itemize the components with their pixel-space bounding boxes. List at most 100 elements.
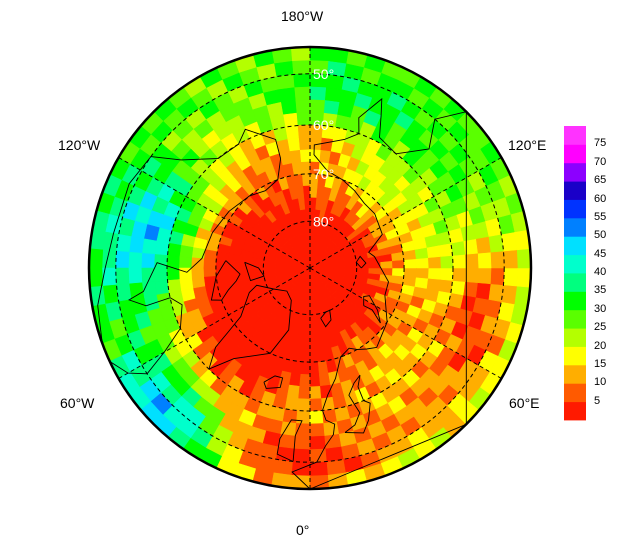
data-cell [203,258,217,269]
data-cell [309,197,317,211]
data-cell [490,267,505,286]
data-cell [289,372,302,387]
data-cell [102,249,117,269]
data-cell [309,397,323,412]
data-cell [293,86,311,101]
data-field [89,47,531,489]
colorbar-tick-label: 10 [594,376,607,389]
data-cell [426,278,441,291]
colorbar-tick-label: 70 [594,155,607,168]
data-cell [128,251,143,269]
data-cell [391,267,405,277]
data-cell [356,267,369,274]
colorbar-tick-label: 20 [594,339,607,352]
colorbar-segment [564,126,586,145]
data-cell [415,267,429,279]
colorbar-tick-label: 45 [594,247,607,260]
data-cell [299,149,311,163]
data-cell [477,267,492,285]
data-cell [290,47,311,62]
data-cell [304,314,311,327]
data-cell [299,373,311,387]
coastline-path [344,374,371,434]
colorbar-tick-label: 65 [594,174,607,187]
longitude-label-120w: 120°W [58,137,101,153]
data-cell [516,267,531,288]
meridian-line [309,267,502,379]
colorbar-segment [564,254,586,274]
data-cell [450,240,466,256]
colorbar-segment [564,328,586,347]
coastline-path [244,261,265,282]
data-cell [450,280,466,296]
data-cell [129,282,145,300]
data-cell [309,385,322,399]
data-cell [427,256,441,269]
colorbar-segment [564,199,586,219]
colorbar-tick-label: 15 [594,357,607,370]
colorbar-segment [564,181,586,200]
data-cell [490,250,505,269]
data-cell [462,238,478,255]
data-cell [179,245,194,258]
data-cell [324,87,342,103]
colorbar-segment [564,144,586,164]
data-cell [309,99,325,114]
colorbar-tick-label: 25 [594,321,607,334]
data-cell [179,256,193,269]
longitude-label-120e: 120°E [508,137,547,153]
data-cell [298,385,311,399]
data-cell [154,280,170,296]
coastline-path [363,295,381,324]
colorbar-segment [564,162,586,182]
data-cell [309,448,328,463]
coastline-path [291,97,467,489]
colorbar [564,126,586,421]
data-cell [297,124,311,139]
data-cell [300,361,311,375]
data-cell [323,420,340,436]
data-cell [116,234,132,253]
data-cell [282,408,298,424]
colorbar-segment [564,309,586,329]
data-cell [503,249,518,269]
data-cell [309,422,325,437]
data-cell [303,325,311,339]
colorbar-segment [564,364,586,384]
data-cell [391,259,405,269]
longitude-label-180w: 180°W [281,8,324,24]
colorbar-segment [564,383,586,403]
data-cell [291,360,303,374]
data-cell [191,267,205,279]
data-cell [293,435,311,450]
data-cell [295,422,311,437]
colorbar-tick-label: 75 [594,137,607,150]
longitude-label-60w: 60°W [60,395,95,411]
data-cell [89,267,104,288]
data-cell [282,112,298,128]
longitude-label-0: 0° [296,522,310,538]
data-cell [452,267,466,282]
data-cell [142,238,158,255]
data-cell [128,267,143,285]
colorbar-segment [564,273,586,292]
coastline-path [320,309,332,328]
colorbar-tick-label: 5 [594,394,601,407]
data-cell [284,125,299,140]
data-cell [115,267,130,286]
data-cell [324,433,342,449]
graticule [115,47,505,489]
data-cell [280,100,297,116]
colorbar-tick-label: 30 [594,302,607,315]
colorbar-tick-label: 55 [594,210,607,223]
data-cell [475,236,491,254]
colorbar-tick-label: 60 [594,192,607,205]
data-cell [477,251,492,269]
data-cell [320,137,333,152]
data-cell [292,73,311,88]
coastline-path [263,375,284,389]
latitude-label: 80° [313,213,334,229]
data-cell [154,254,168,269]
data-cell [284,396,299,411]
